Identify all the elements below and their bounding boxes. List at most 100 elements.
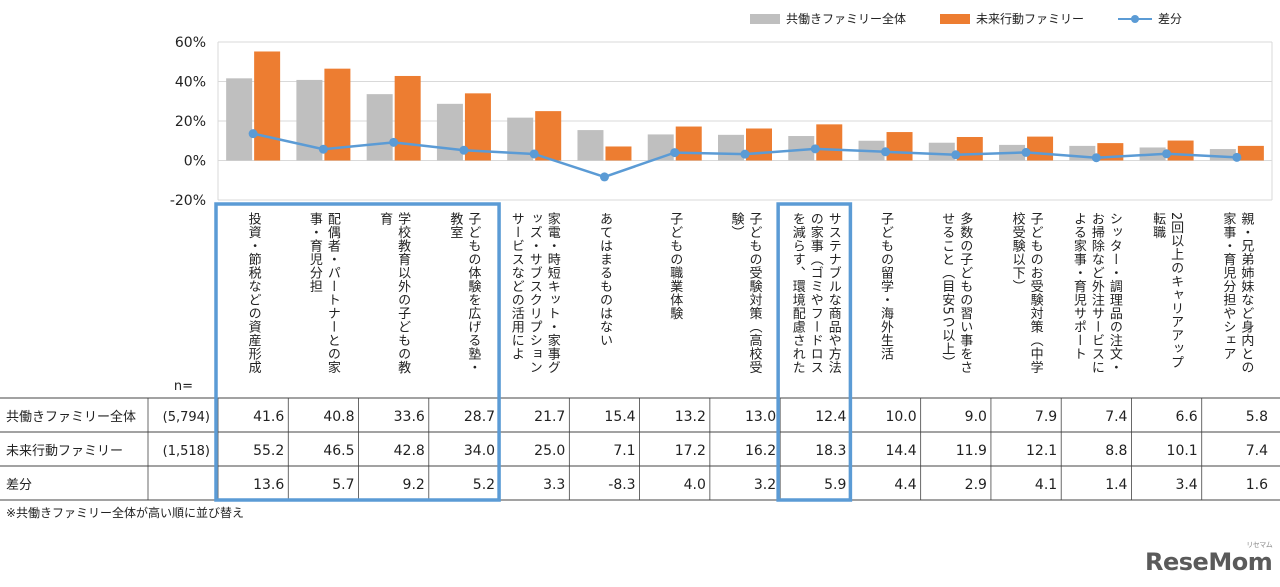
table-row-label: 未来行動ファミリー [6, 444, 123, 459]
table-cell-value: 12.1 [1026, 443, 1057, 459]
legend-label: 未来行動ファミリー [976, 12, 1085, 26]
table-cell-value: 17.2 [675, 443, 706, 459]
table-cell-value: 8.8 [1105, 443, 1127, 459]
category-label: を減らす、環境配慮された [790, 212, 806, 374]
category-label: 2回以上のキャリアアップ [1168, 212, 1184, 369]
category-label: 子どものお受験対策（中学 [1028, 212, 1044, 374]
table-cell-value: 46.5 [323, 443, 354, 459]
legend-item: 差分 [1118, 10, 1182, 27]
table-row-label: 差分 [6, 478, 32, 493]
bar-all-families [1209, 149, 1236, 161]
bar-future-action-families [324, 68, 351, 161]
footnote: ※共働きファミリー全体が高い順に並び替え [6, 506, 245, 520]
table-cell-value: 7.1 [613, 443, 635, 459]
category-label: よる家事・育児サポート [1071, 212, 1087, 361]
table-cell-value: 7.9 [1035, 409, 1057, 425]
bar-future-action-families [675, 126, 702, 161]
difference-point [1021, 147, 1031, 157]
difference-point [1162, 149, 1172, 159]
category-label: 子どもの体験を広げる塾・ [465, 212, 481, 374]
difference-point [1232, 152, 1242, 162]
category-label: お掃除など外注サービスに [1089, 212, 1105, 374]
site-logo: ReseMom リセマム [1145, 541, 1273, 576]
difference-point [1091, 153, 1101, 163]
table-cell-value: 15.4 [604, 409, 635, 425]
table-cell-value: 1.4 [1105, 477, 1127, 493]
category-label: 家事・育児分担やシェア [1220, 211, 1236, 360]
y-tick-label: 20% [175, 114, 206, 130]
category-label: 親・兄弟姉妹など身内との [1238, 212, 1254, 374]
table-cell-value: 25.0 [534, 443, 565, 459]
legend-label: 共働きファミリー全体 [786, 12, 907, 26]
table-cell-value: 10.0 [885, 409, 916, 425]
category-label: 験） [729, 212, 745, 239]
table-cell-value: 34.0 [464, 443, 495, 459]
table-cell-value: 5.7 [332, 477, 354, 493]
table-cell-value: 7.4 [1246, 443, 1268, 459]
legend-swatch [940, 13, 971, 24]
table-cell-value: 5.8 [1246, 409, 1268, 425]
category-label: 校受験以下） [1010, 211, 1026, 293]
table-cell-value: 11.9 [956, 443, 987, 459]
table-cell-value: 14.4 [885, 443, 916, 459]
n-header: n= [174, 379, 193, 394]
table-cell-value: 13.2 [675, 409, 706, 425]
difference-point [248, 129, 258, 139]
table-cell-value: 3.3 [543, 477, 565, 493]
table-cell-value: 16.2 [745, 443, 776, 459]
bar-future-action-families [1027, 136, 1054, 161]
category-label: ッズ・サブスクリプション [527, 212, 542, 374]
category-label: 家電・時短キット・家事グ [545, 211, 561, 374]
bar-future-action-families [535, 111, 562, 161]
table-cell-value: 13.0 [745, 409, 776, 425]
legend-swatch [1118, 14, 1153, 24]
table-cell-value: 41.6 [253, 409, 284, 425]
bar-all-families [577, 130, 604, 161]
category-label: 配偶者・パートナーとの家 [325, 212, 341, 374]
category-label: サステナブルな商品や方法 [826, 212, 842, 374]
bar-future-action-families [816, 124, 843, 161]
table-row-label: 共働きファミリー全体 [6, 409, 136, 425]
logo-subtext: リセマム [1246, 541, 1273, 549]
table-cell-value: 3.4 [1175, 477, 1197, 493]
bar-all-families [718, 134, 744, 161]
table-cell-value: 9.0 [965, 409, 987, 425]
table-cell-value: 18.3 [815, 443, 846, 459]
category-label: 転職 [1150, 212, 1166, 239]
category-label: 投資・節税などの資産形成 [246, 211, 262, 375]
table-cell-value: 9.2 [403, 477, 425, 493]
legend-item: 共働きファミリー全体 [750, 10, 906, 27]
y-tick-label: 40% [175, 75, 206, 91]
category-label: 事・育児分担 [307, 212, 323, 293]
logo-text: ReseMom [1145, 548, 1273, 576]
difference-point [459, 145, 469, 155]
bar-all-families [226, 78, 253, 161]
category-label: 教室 [447, 211, 463, 239]
difference-point [318, 144, 328, 154]
table-cell-value: -8.3 [608, 477, 635, 493]
bar-future-action-families [1237, 145, 1264, 161]
difference-point [740, 149, 750, 159]
highlight-box-sustainable [776, 202, 853, 502]
category-label: 多数の子どもの習い事をさ [957, 211, 973, 374]
table-row-n: (1,518) [163, 444, 210, 459]
difference-point [881, 147, 891, 157]
table-cell-value: 42.8 [394, 443, 425, 459]
table-cell-value: 21.7 [534, 409, 565, 425]
bar-all-families [366, 94, 393, 161]
category-label: 子どもの留学・海外生活 [878, 212, 894, 361]
table-cell-value: 5.2 [473, 477, 495, 493]
category-label: 学校教育以外の子どもの教 [395, 211, 411, 374]
bar-future-action-families [746, 128, 772, 161]
difference-point [810, 144, 820, 154]
category-label: 子どもの職業体験 [667, 212, 683, 321]
bar-future-action-families [956, 136, 983, 161]
category-label: 子どもの受験対策（高校受 [747, 212, 763, 374]
category-label: せること（目安5つ以上） [939, 212, 955, 369]
y-tick-label: 0% [184, 154, 206, 170]
bar-future-action-families [886, 132, 913, 161]
category-label: サービスなどの活用によ [509, 212, 525, 361]
table-cell-value: 4.0 [684, 477, 706, 493]
table-cell-value: 4.1 [1035, 477, 1057, 493]
